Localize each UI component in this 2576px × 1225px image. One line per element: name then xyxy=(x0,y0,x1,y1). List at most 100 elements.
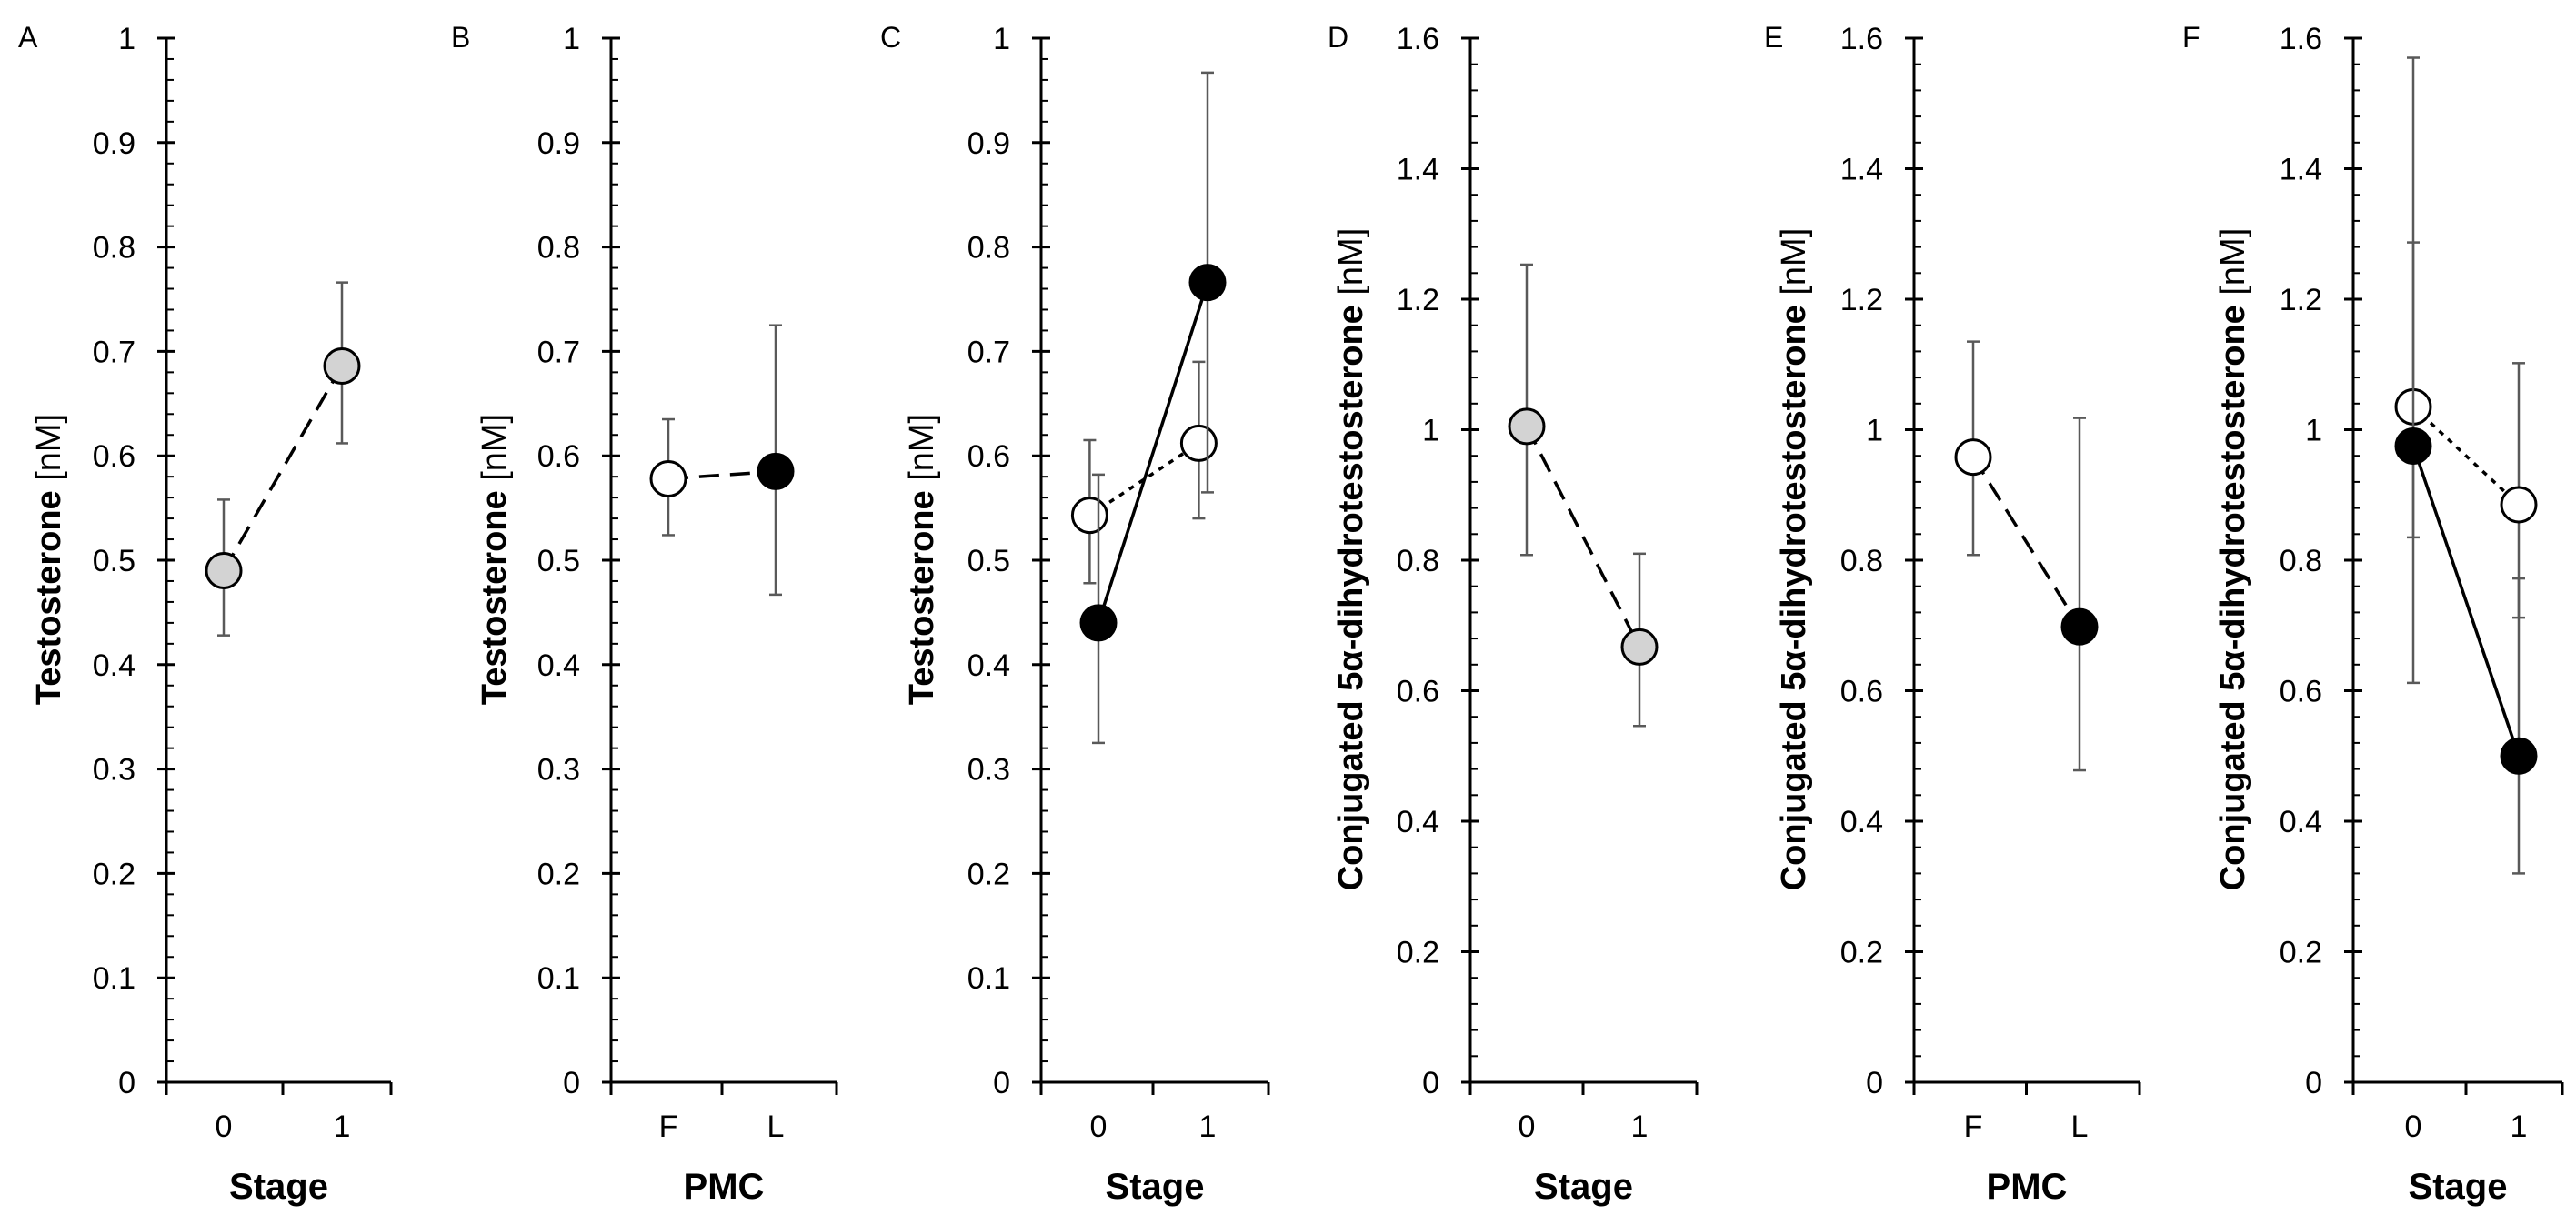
y-tick-label: 0.6 xyxy=(1397,675,1439,709)
y-tick-label: 1.4 xyxy=(1840,153,1883,187)
y-tick-label: 0.1 xyxy=(967,961,1010,996)
series-line xyxy=(2411,406,2521,507)
y-tick-label: 0.7 xyxy=(537,335,580,369)
data-point xyxy=(757,452,795,490)
y-tick-label: 0.6 xyxy=(967,439,1010,474)
y-tick-label: 0.6 xyxy=(1840,675,1883,709)
y-tick-label: 0.4 xyxy=(1840,805,1883,839)
y-tick-label: 0.2 xyxy=(2280,936,2322,970)
y-tick-label: 0.8 xyxy=(1397,544,1439,578)
data-point xyxy=(1179,424,1218,462)
data-point xyxy=(1620,628,1659,666)
data-point xyxy=(2060,607,2099,646)
y-tick-label: 0.2 xyxy=(537,857,580,891)
x-axis-title: Stage xyxy=(229,1167,328,1207)
y-tick-label: 1 xyxy=(993,22,1010,56)
y-axis-title: Conjugated 5α-dihydrotestosterone [nM] xyxy=(1775,228,1813,891)
series-all xyxy=(1508,263,1659,728)
y-tick-label: 0.9 xyxy=(967,126,1010,161)
data-point xyxy=(323,346,361,385)
y-tick-label: 1.6 xyxy=(1397,22,1439,56)
panel-d: D 0 0.2 0.4 0.6 0.8 1 1.2 1.4 1.6 0 1 Stage Conjugate… xyxy=(1328,21,1699,1207)
data-point xyxy=(1954,438,1992,477)
x-axis-title: Stage xyxy=(1106,1167,1205,1207)
y-tick-label: 0.7 xyxy=(93,335,135,369)
series-f xyxy=(1070,360,1218,585)
y-tick-label: 0.2 xyxy=(1397,936,1439,970)
data-point xyxy=(2500,486,2538,524)
data-point xyxy=(205,551,243,589)
panel-letter: C xyxy=(880,21,901,54)
y-tick-label: 0.1 xyxy=(537,961,580,996)
y-tick-label: 0.4 xyxy=(93,648,135,683)
y-axis-title: Conjugated 5α-dihydrotestosterone [nM] xyxy=(1332,228,1370,891)
y-tick-label: 0.3 xyxy=(93,753,135,788)
y-tick-label: 0.4 xyxy=(2280,805,2322,839)
y-tick-label: 0.8 xyxy=(967,231,1010,266)
x-axis-title: PMC xyxy=(684,1167,765,1207)
y-tick-label: 0 xyxy=(2305,1066,2322,1100)
y-tick-label: 0.2 xyxy=(1840,936,1883,970)
y-tick-label: 0.9 xyxy=(93,126,135,161)
y-axis-title-main: Conjugated 5α-dihydrotestosterone xyxy=(1775,305,1813,890)
y-axis-title-unit: [nM] xyxy=(1332,228,1370,305)
y-axis-title-main: Testosterone xyxy=(30,490,68,705)
y-tick-label: 1.6 xyxy=(1840,22,1883,56)
panel-letter: E xyxy=(1764,21,1783,54)
panel-c: C 0 0.1 0.2 0.3 0.4 0.5 0.6 0.7 0.8 0.9 1 0 1 Stage Tes… xyxy=(880,21,1270,1207)
series-l xyxy=(1079,71,1227,745)
y-axis-title-main: Conjugated 5α-dihydrotestosterone xyxy=(2214,305,2252,890)
y-axis-title-unit: [nM] xyxy=(2214,228,2252,305)
y-tick-label: 1.2 xyxy=(2280,283,2322,317)
y-tick-label: 0.7 xyxy=(967,335,1010,369)
x-tick-label: 1 xyxy=(334,1110,351,1144)
y-tick-label: 0.4 xyxy=(967,648,1010,683)
x-tick-label: 1 xyxy=(1199,1110,1217,1144)
y-tick-label: 0.6 xyxy=(2280,675,2322,709)
x-axis-title: PMC xyxy=(1987,1167,2068,1207)
x-tick-label: F xyxy=(1964,1110,1983,1144)
y-tick-label: 0.9 xyxy=(537,126,580,161)
x-tick-label: 0 xyxy=(2405,1110,2422,1144)
y-tick-label: 1.2 xyxy=(1840,283,1883,317)
x-axis-title: Stage xyxy=(1534,1167,1633,1207)
y-tick-label: 0.6 xyxy=(537,439,580,474)
series-line xyxy=(1097,282,1209,624)
y-axis-title: Testosterone [nM] xyxy=(903,414,941,705)
y-tick-label: 0.5 xyxy=(967,544,1010,578)
y-axis-title-main: Testosterone xyxy=(476,490,514,705)
series-line xyxy=(1971,456,2081,628)
x-tick-label: L xyxy=(2071,1110,2089,1144)
x-tick-label: 0 xyxy=(1090,1110,1108,1144)
panel-f: F00.20.40.60.811.21.41.60 1StageConjugate… xyxy=(2182,21,2564,1207)
y-tick-label: 0.5 xyxy=(537,544,580,578)
y-tick-label: 0.2 xyxy=(967,857,1010,891)
y-tick-label: 0.1 xyxy=(93,961,135,996)
series-line xyxy=(1525,426,1641,648)
y-tick-label: 0 xyxy=(993,1066,1010,1100)
y-tick-label: 1 xyxy=(118,22,135,56)
y-tick-label: 0.2 xyxy=(93,857,135,891)
y-tick-label: 0.8 xyxy=(1840,544,1883,578)
y-tick-label: 0 xyxy=(118,1066,135,1100)
y-tick-label: 0.6 xyxy=(93,439,135,474)
y-axis-title-main: Conjugated 5α-dihydrotestosterone xyxy=(1332,305,1370,890)
y-tick-label: 1.2 xyxy=(1397,283,1439,317)
series-line xyxy=(2411,445,2521,757)
y-axis-title-unit: [nM] xyxy=(1775,228,1813,305)
y-tick-label: 0.4 xyxy=(1397,805,1439,839)
y-tick-label: 0.8 xyxy=(2280,544,2322,578)
data-point xyxy=(1079,604,1118,642)
data-point xyxy=(1070,497,1108,535)
y-tick-label: 0.4 xyxy=(537,648,580,683)
y-tick-label: 0 xyxy=(1422,1066,1439,1100)
data-point xyxy=(2500,737,2538,775)
y-tick-label: 0 xyxy=(1866,1066,1883,1100)
x-axis-title: Stage xyxy=(2409,1167,2508,1207)
y-tick-label: 1 xyxy=(1866,414,1883,448)
y-tick-label: 0 xyxy=(563,1066,580,1100)
y-axis-title-unit: [nM] xyxy=(30,414,68,490)
y-tick-label: 1.6 xyxy=(2280,22,2322,56)
y-tick-label: 1 xyxy=(563,22,580,56)
